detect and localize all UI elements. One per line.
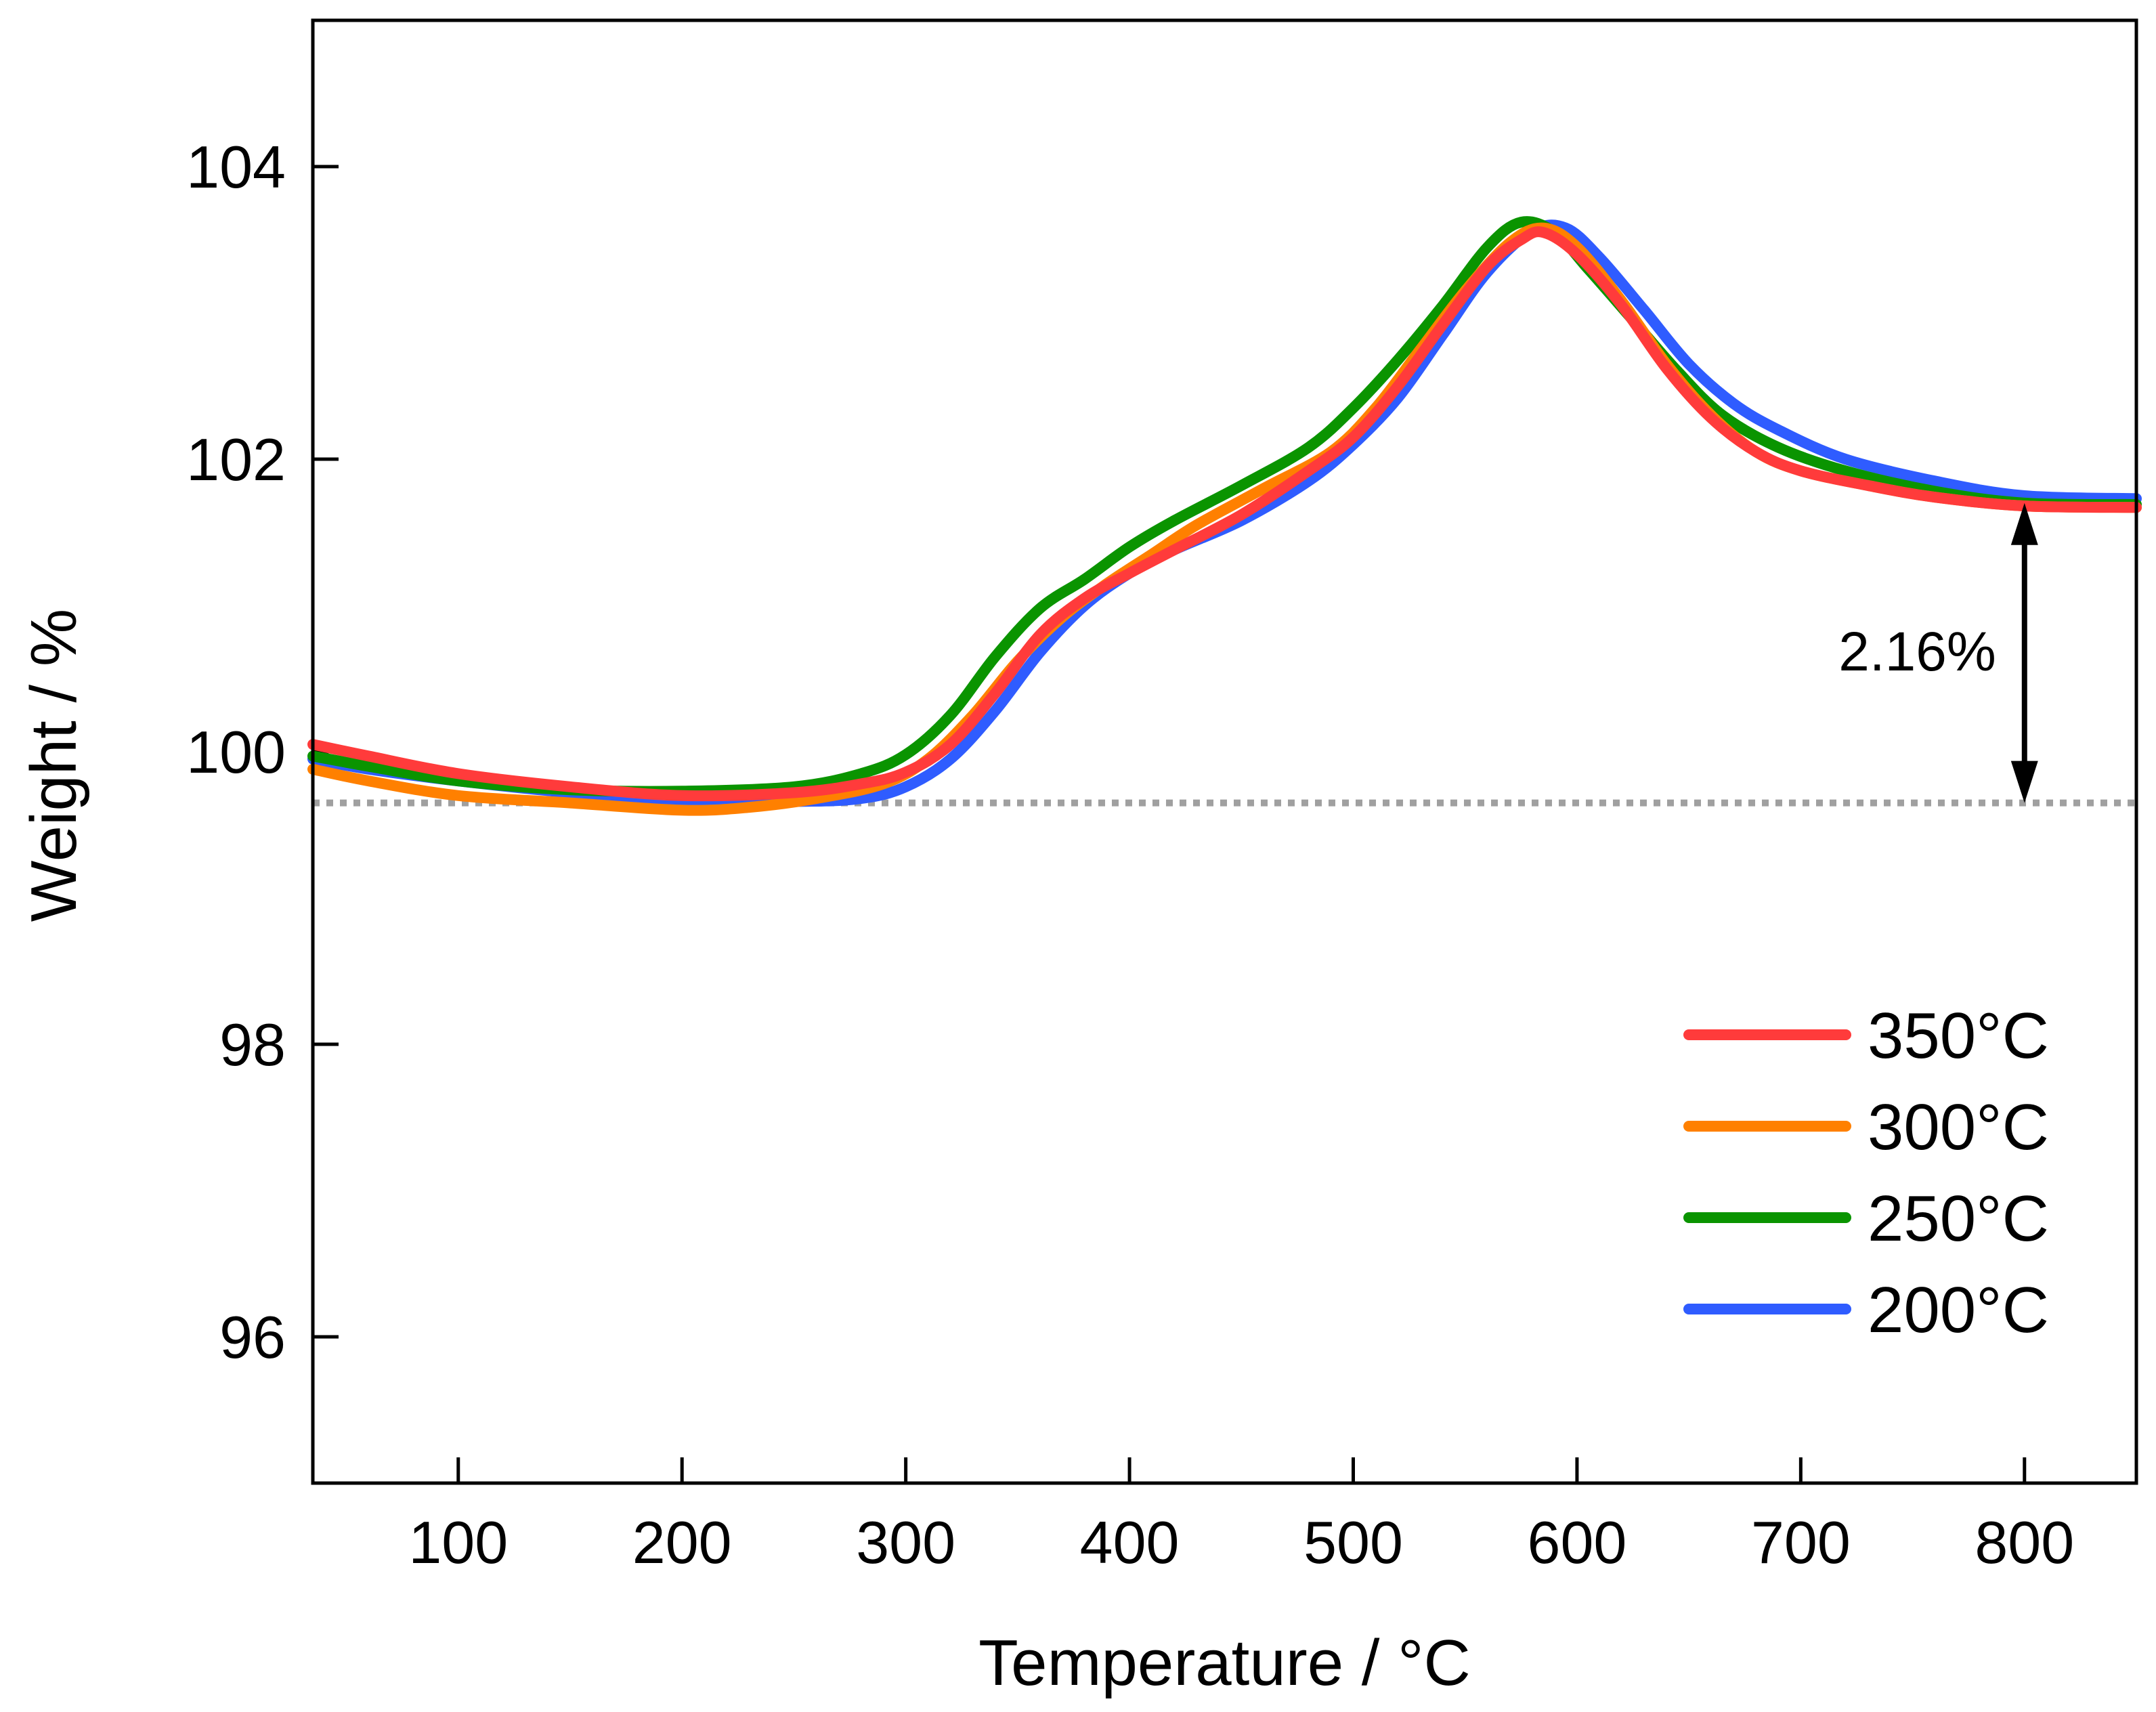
series-lines: [307, 216, 2142, 816]
x-tick-label: 200: [632, 1509, 732, 1576]
annotation-arrow-head-up: [2010, 502, 2038, 545]
series-line-350c: [307, 226, 2142, 802]
series-line-200c: [307, 219, 2142, 807]
x-tick-label: 700: [1751, 1509, 1851, 1576]
legend-label: 350°C: [1868, 1000, 2049, 1072]
axis-ticks: [313, 165, 2027, 1483]
x-tick-label: 400: [1080, 1509, 1180, 1576]
annotation-group: 2.16%: [1838, 502, 2038, 803]
y-tick-label: 104: [186, 133, 286, 200]
legend-label: 200°C: [1868, 1274, 2049, 1346]
x-tick-label: 300: [856, 1509, 955, 1576]
y-tick-label: 98: [219, 1011, 286, 1078]
x-tick-label: 100: [408, 1509, 508, 1576]
x-axis-title: Temperature / °C: [978, 1627, 1471, 1699]
legend-label: 300°C: [1868, 1091, 2049, 1163]
x-tick-label: 500: [1303, 1509, 1403, 1576]
plot-frame: [311, 18, 2138, 1485]
annotation-label: 2.16%: [1838, 621, 1996, 683]
y-axis-title: Weight / %: [18, 609, 90, 922]
legend-label: 250°C: [1868, 1182, 2049, 1255]
y-tick-label: 102: [186, 426, 286, 493]
tick-labels: 100 200 300 400 500 600 700 800 96 98 100 102 104: [186, 133, 2074, 1576]
y-tick-label: 100: [186, 719, 286, 786]
annotation-arrow-head-down: [2010, 761, 2038, 803]
legend: 350°C 300°C 250°C 200°C: [1683, 1000, 2049, 1346]
y-tick-label: 96: [219, 1304, 286, 1371]
x-tick-label: 800: [1975, 1509, 2074, 1576]
x-tick-label: 600: [1528, 1509, 1627, 1576]
